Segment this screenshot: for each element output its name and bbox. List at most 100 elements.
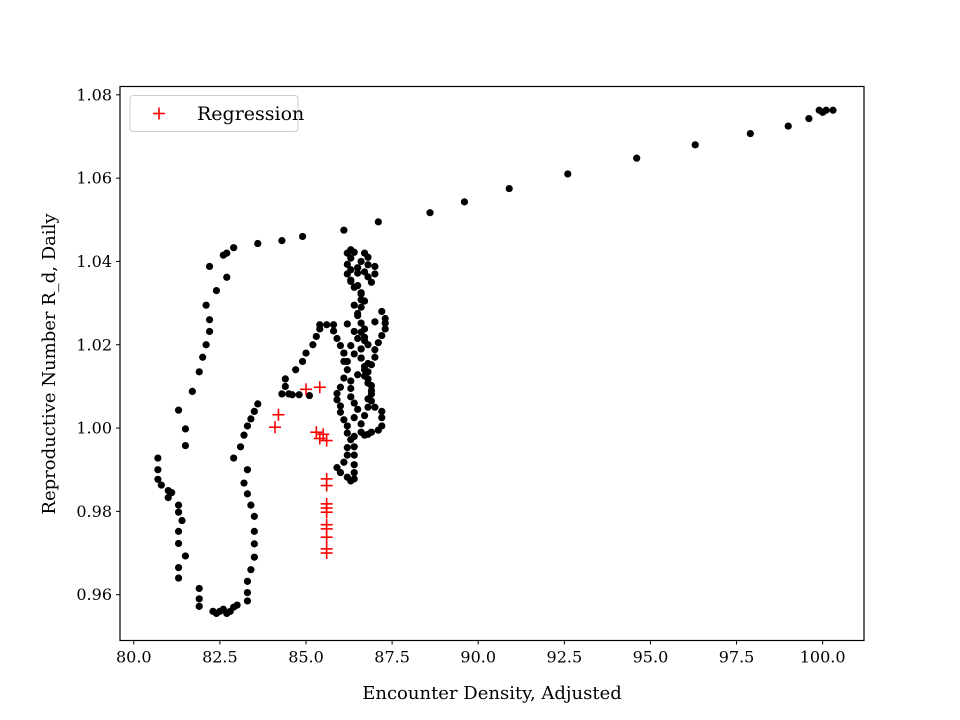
data-point: [357, 319, 365, 327]
plot-frame: [119, 85, 865, 642]
data-point: [364, 403, 372, 411]
data-point: [357, 303, 365, 311]
data-point: [460, 198, 469, 206]
data-point: [154, 475, 162, 483]
data-point: [360, 372, 369, 380]
data-point: [212, 287, 221, 295]
data-point: [343, 357, 351, 366]
data-point: [347, 341, 355, 350]
data-point: [199, 353, 207, 361]
data-point: [195, 602, 203, 610]
regression-point: [300, 383, 312, 396]
data-point: [181, 552, 190, 560]
data-point: [378, 307, 386, 316]
data-point: [350, 399, 358, 407]
data-point: [205, 262, 214, 271]
data-point: [336, 341, 345, 350]
data-point: [350, 301, 358, 309]
data-point: [354, 264, 362, 272]
data-point: [205, 327, 214, 336]
data-point: [343, 422, 351, 430]
data-point: [354, 311, 362, 320]
data-point: [367, 278, 376, 286]
regression-point: [313, 381, 326, 394]
x-tick-label: 80.0: [116, 648, 152, 667]
data-point: [333, 396, 341, 404]
data-point: [426, 209, 434, 217]
data-point: [381, 314, 389, 323]
data-point: [333, 389, 341, 398]
data-point: [564, 170, 572, 178]
data-point: [178, 516, 186, 525]
data-point: [347, 377, 355, 385]
data-point: [236, 443, 245, 451]
data-point: [360, 297, 369, 305]
x-tick-label: 87.5: [374, 648, 410, 667]
data-point: [230, 454, 238, 462]
data-point: [354, 334, 362, 343]
data-point: [350, 283, 358, 291]
data-point: [364, 379, 372, 387]
data-point: [343, 451, 351, 459]
data-point: [350, 350, 358, 358]
data-point: [347, 393, 355, 401]
data-point: [350, 461, 358, 469]
data-point: [302, 349, 310, 357]
data-point: [243, 422, 252, 430]
data-point: [505, 184, 513, 193]
data-point: [174, 527, 183, 535]
y-tick-label: 1.00: [76, 419, 112, 438]
data-point: [367, 386, 376, 395]
data-point: [154, 454, 162, 462]
x-tick-label: 92.5: [547, 648, 583, 667]
data-point: [364, 253, 372, 261]
data-point: [350, 443, 358, 451]
data-point: [336, 408, 345, 416]
data-point: [250, 540, 258, 548]
data-point: [202, 301, 210, 309]
data-point: [378, 414, 386, 422]
data-point: [281, 382, 289, 391]
data-point: [174, 508, 183, 516]
data-point: [340, 349, 348, 357]
data-point: [181, 425, 190, 433]
x-tick-label: 95.0: [633, 648, 669, 667]
data-point: [357, 354, 365, 362]
x-axis-label: Encounter Density, Adjusted: [362, 683, 622, 704]
regression-point: [310, 426, 323, 439]
data-point: [230, 244, 238, 252]
legend-label-regression: Regression: [197, 103, 304, 125]
data-point: [195, 368, 203, 376]
data-point: [243, 490, 252, 498]
data-point: [354, 371, 362, 379]
data-point: [357, 257, 365, 266]
data-point: [292, 366, 300, 374]
y-tick-label: 1.02: [76, 335, 112, 354]
data-point: [243, 577, 252, 585]
y-axis-label: Reproductive Number R_d, Daily: [39, 213, 60, 515]
y-tick-label: 1.08: [76, 85, 112, 104]
data-point: [350, 327, 358, 336]
data-point: [371, 403, 379, 411]
data-point: [340, 416, 348, 424]
data-point: [333, 334, 341, 343]
data-point: [364, 261, 372, 269]
data-point: [371, 318, 379, 326]
data-point: [329, 321, 338, 329]
data-point: [350, 248, 358, 256]
data-point: [205, 316, 214, 324]
regression-point: [269, 421, 281, 434]
data-point: [354, 269, 362, 277]
data-point: [357, 290, 365, 298]
data-point: [371, 353, 379, 361]
data-point: [250, 527, 258, 535]
data-point: [323, 321, 331, 329]
data-point: [243, 588, 252, 597]
legend: Regression: [129, 95, 304, 132]
regression-point: [320, 506, 333, 519]
data-point: [295, 391, 303, 399]
data-point: [350, 469, 358, 477]
data-point: [357, 345, 365, 353]
data-point: [815, 106, 823, 114]
data-point: [250, 512, 258, 520]
